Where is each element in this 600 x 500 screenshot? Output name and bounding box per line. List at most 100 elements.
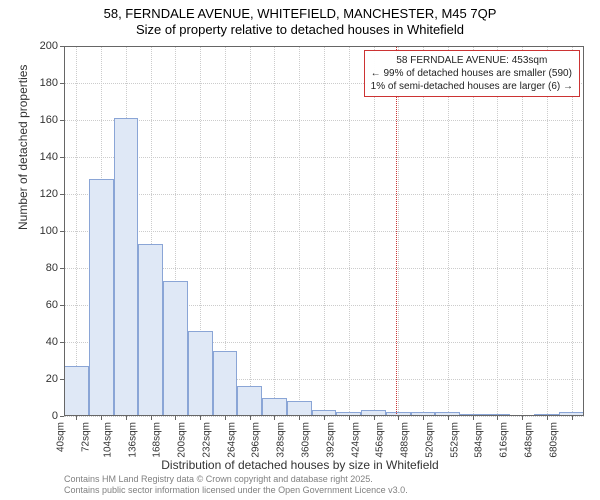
histogram-bar [435, 412, 460, 416]
xtick-label: 456sqm [375, 422, 386, 458]
x-axis-label: Distribution of detached houses by size … [0, 458, 600, 472]
gridline-vertical [349, 46, 350, 416]
xtick-mark [151, 416, 152, 420]
ytick-mark [60, 83, 64, 84]
xtick-mark [572, 416, 573, 420]
gridline-vertical [274, 46, 275, 416]
ytick-label: 80 [46, 262, 58, 274]
histogram-bar [89, 179, 114, 416]
ytick-label: 0 [52, 410, 58, 422]
ytick-mark [60, 157, 64, 158]
ytick-label: 20 [46, 373, 58, 385]
histogram-bar [312, 410, 337, 416]
ytick-label: 140 [40, 151, 58, 163]
callout-line: 1% of semi-detached houses are larger (6… [371, 80, 573, 93]
gridline-vertical [299, 46, 300, 416]
xtick-mark [126, 416, 127, 420]
property-callout: 58 FERNDALE AVENUE: 453sqm← 99% of detac… [364, 50, 580, 97]
histogram-bar [485, 414, 510, 416]
histogram-bar [559, 412, 584, 416]
callout-line: ← 99% of detached houses are smaller (59… [371, 67, 573, 80]
ytick-mark [60, 268, 64, 269]
xtick-label: 520sqm [425, 422, 436, 458]
title-line-1: 58, FERNDALE AVENUE, WHITEFIELD, MANCHES… [0, 6, 600, 22]
histogram-bar [411, 412, 436, 416]
callout-line: 58 FERNDALE AVENUE: 453sqm [371, 54, 573, 67]
title-line-2: Size of property relative to detached ho… [0, 22, 600, 38]
gridline-vertical [76, 46, 77, 416]
ytick-mark [60, 231, 64, 232]
gridline-vertical [522, 46, 523, 416]
property-marker-line [396, 46, 397, 416]
ytick-label: 120 [40, 188, 58, 200]
xtick-label: 616sqm [499, 422, 510, 458]
histogram-bar [262, 398, 287, 417]
histogram-bar [114, 118, 139, 416]
xtick-label: 488sqm [400, 422, 411, 458]
xtick-label: 584sqm [474, 422, 485, 458]
attribution-footer: Contains HM Land Registry data © Crown c… [64, 474, 408, 496]
xtick-label: 136sqm [127, 422, 138, 458]
xtick-label: 168sqm [152, 422, 163, 458]
gridline-vertical [250, 46, 251, 416]
histogram-bar [534, 414, 559, 416]
gridline-vertical [423, 46, 424, 416]
ytick-mark [60, 305, 64, 306]
histogram-bar [237, 386, 262, 416]
histogram-bar [213, 351, 238, 416]
histogram-bar [64, 366, 89, 416]
ytick-label: 60 [46, 299, 58, 311]
ytick-label: 200 [40, 40, 58, 52]
xtick-mark [200, 416, 201, 420]
xtick-label: 328sqm [276, 422, 287, 458]
xtick-mark [101, 416, 102, 420]
histogram-bar [336, 412, 361, 416]
gridline-vertical [572, 46, 573, 416]
histogram-bar [361, 410, 386, 416]
xtick-mark [374, 416, 375, 420]
xtick-label: 552sqm [449, 422, 460, 458]
ytick-label: 40 [46, 336, 58, 348]
gridline-vertical [497, 46, 498, 416]
xtick-label: 648sqm [524, 422, 535, 458]
footer-line-1: Contains HM Land Registry data © Crown c… [64, 474, 408, 485]
xtick-mark [76, 416, 77, 420]
xtick-label: 72sqm [81, 422, 92, 452]
ytick-label: 100 [40, 225, 58, 237]
ytick-mark [60, 416, 64, 417]
xtick-label: 104sqm [103, 422, 114, 458]
xtick-label: 360sqm [301, 422, 312, 458]
histogram-bar [163, 281, 188, 416]
xtick-label: 200sqm [177, 422, 188, 458]
xtick-mark [522, 416, 523, 420]
ytick-mark [60, 120, 64, 121]
ytick-label: 160 [40, 114, 58, 126]
xtick-mark [497, 416, 498, 420]
histogram-bar [460, 414, 485, 416]
ytick-mark [60, 46, 64, 47]
xtick-mark [398, 416, 399, 420]
ytick-label: 180 [40, 77, 58, 89]
y-axis-label: Number of detached properties [16, 65, 30, 230]
xtick-mark [448, 416, 449, 420]
xtick-mark [299, 416, 300, 420]
xtick-label: 232sqm [202, 422, 213, 458]
xtick-mark [274, 416, 275, 420]
xtick-label: 40sqm [56, 422, 67, 452]
xtick-label: 392sqm [325, 422, 336, 458]
xtick-mark [225, 416, 226, 420]
xtick-mark [349, 416, 350, 420]
xtick-mark [250, 416, 251, 420]
gridline-vertical [374, 46, 375, 416]
xtick-mark [473, 416, 474, 420]
xtick-label: 680sqm [548, 422, 559, 458]
ytick-mark [60, 342, 64, 343]
gridline-vertical [473, 46, 474, 416]
gridline-vertical [448, 46, 449, 416]
histogram-bar [287, 401, 312, 416]
chart-plot-area: 02040608010012014016018020040sqm72sqm104… [64, 46, 584, 416]
xtick-mark [175, 416, 176, 420]
chart-title-block: 58, FERNDALE AVENUE, WHITEFIELD, MANCHES… [0, 0, 600, 39]
histogram-bar [386, 412, 411, 416]
xtick-mark [547, 416, 548, 420]
